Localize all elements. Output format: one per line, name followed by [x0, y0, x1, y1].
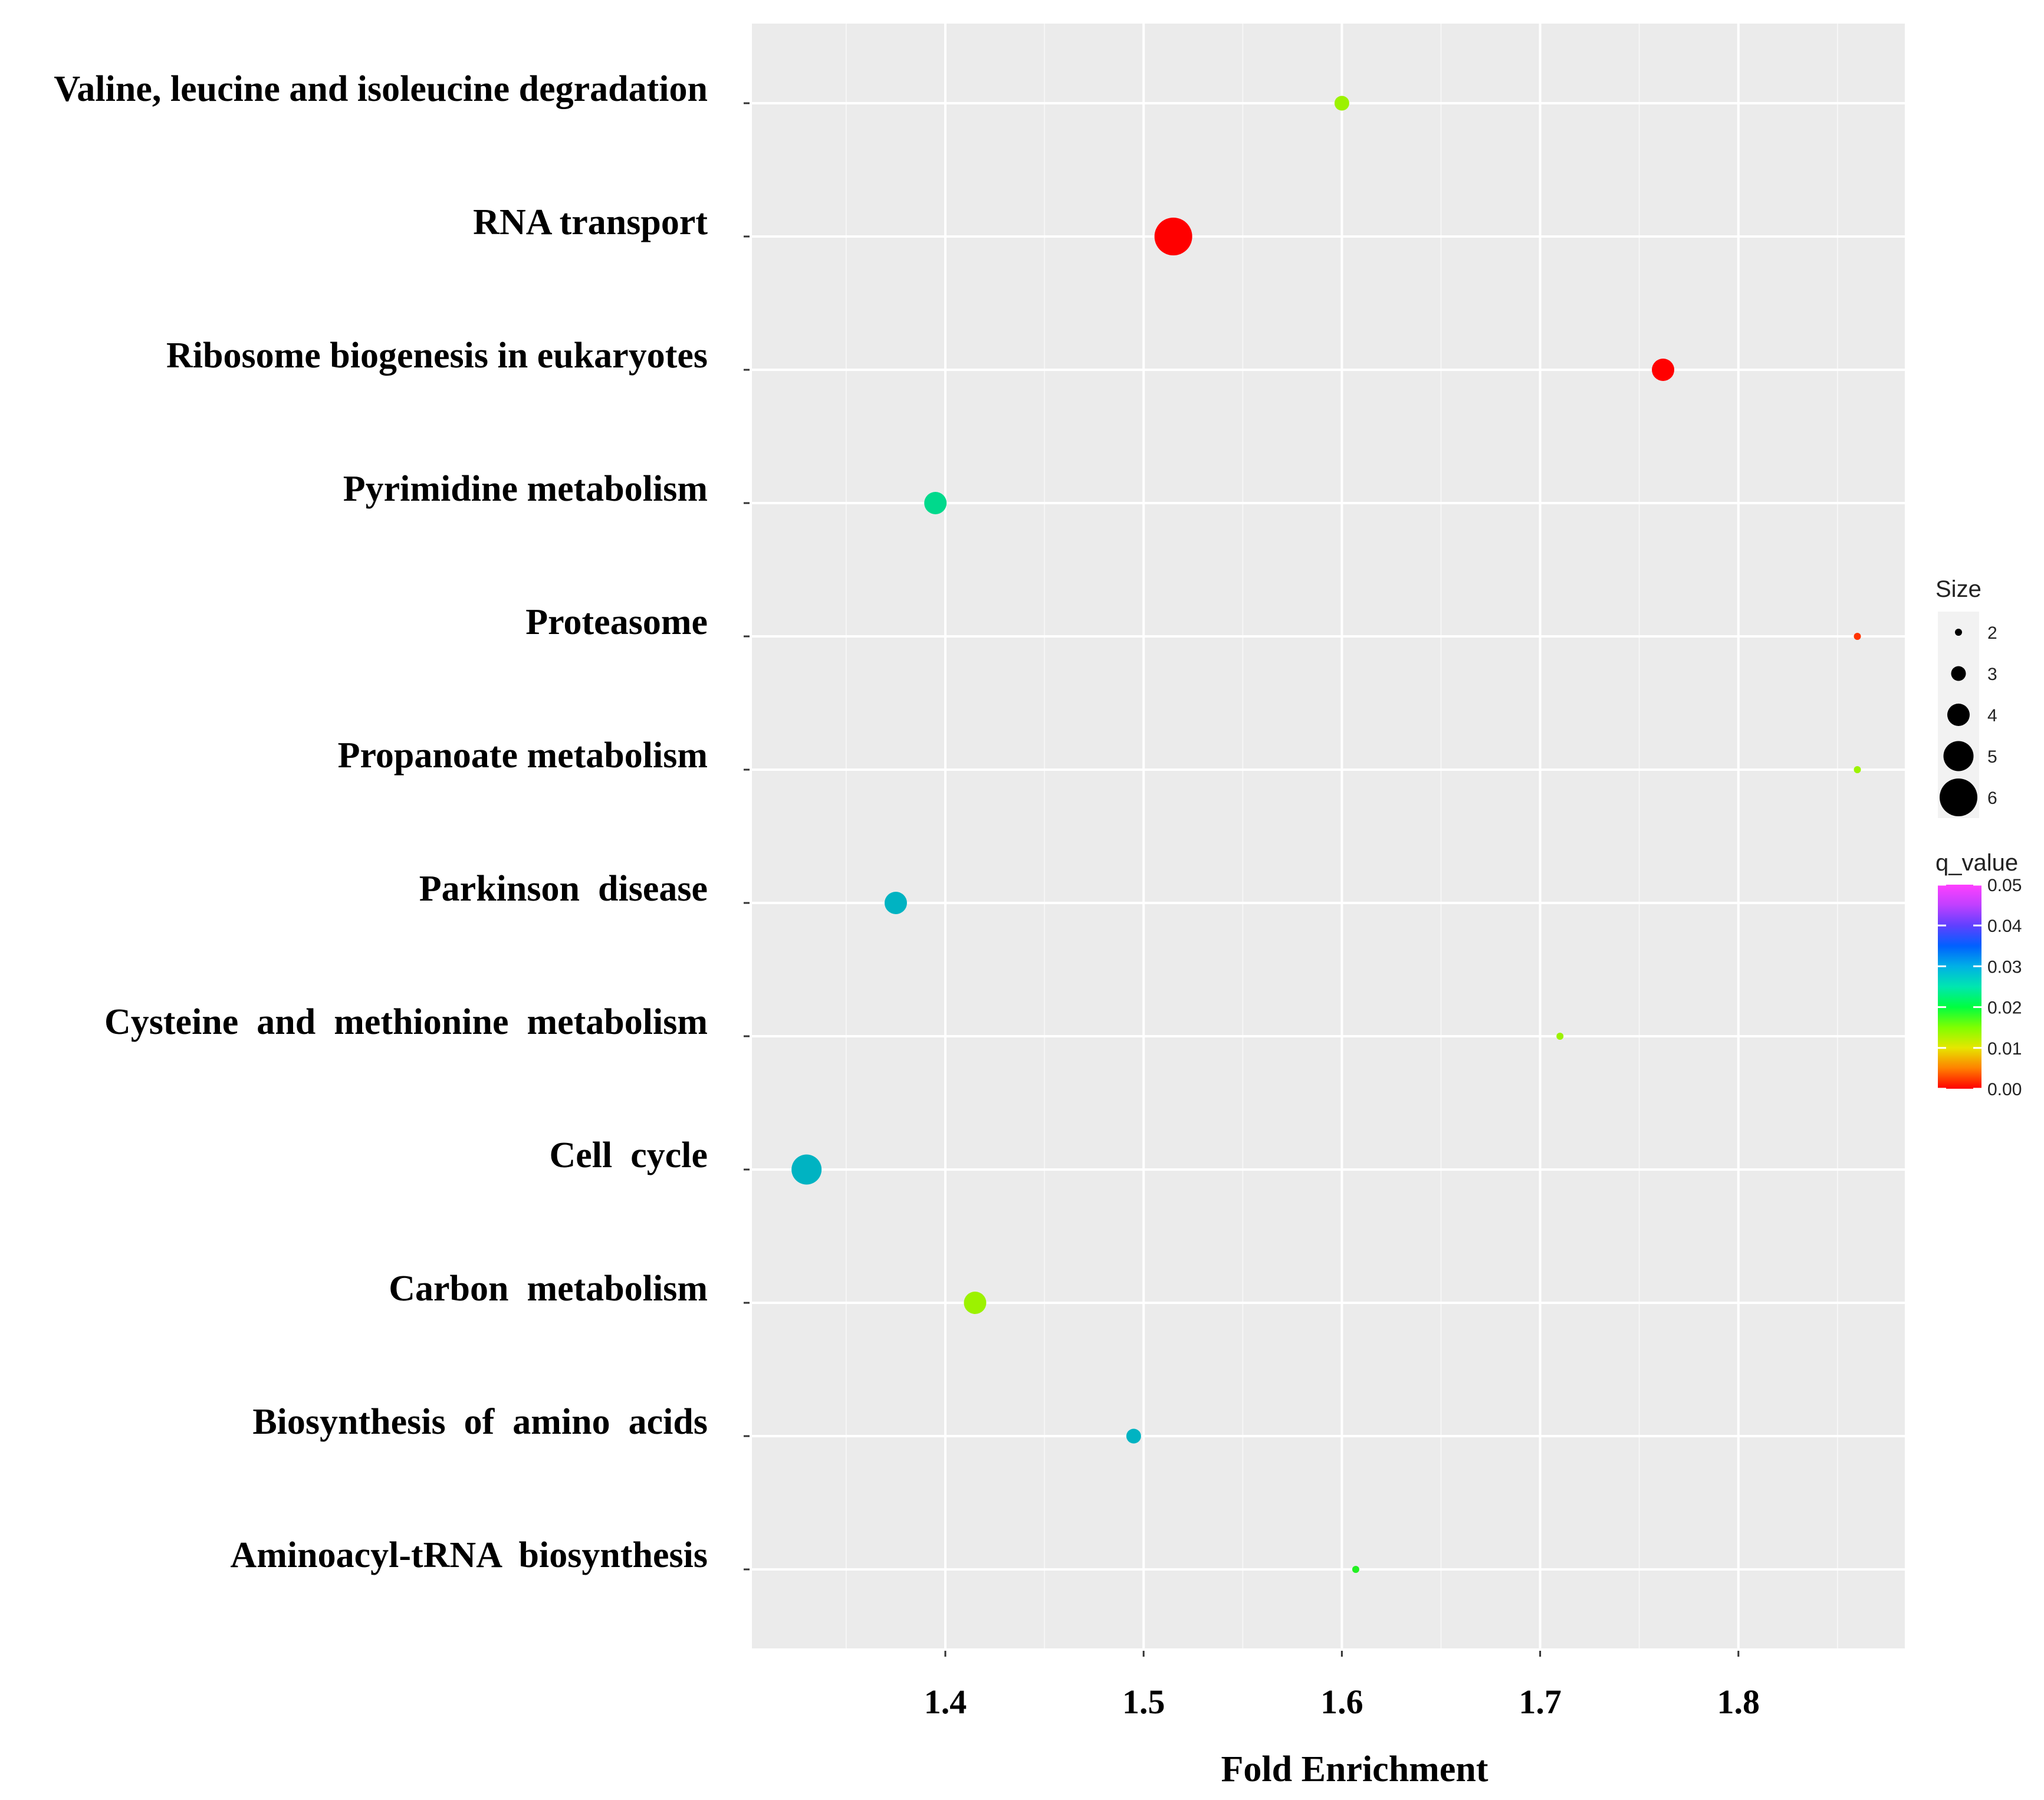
- size-legend-label: 5: [1987, 747, 1997, 767]
- plot-panel: [752, 24, 1905, 1648]
- q-value-colorbar: [1938, 885, 1981, 1089]
- size-legend: Size 2 3 4 5 6: [1935, 576, 1997, 818]
- x-axis: 1.4 1.5 1.6 1.7 1.8: [924, 1651, 1760, 1721]
- q-value-tick-label: 0.00: [1987, 1080, 2022, 1099]
- data-point: [1854, 633, 1861, 640]
- y-tick-label: Biosynthesis of amino acids: [252, 1402, 708, 1442]
- y-tick-label: Propanoate metabolism: [338, 735, 708, 776]
- q-value-tick-label: 0.04: [1987, 917, 2022, 936]
- q-value-tick-label: 0.02: [1987, 998, 2022, 1018]
- data-point: [1556, 1033, 1564, 1040]
- x-axis-title: Fold Enrichment: [1221, 1749, 1488, 1789]
- q-value-legend-title: q_value: [1935, 850, 2018, 876]
- data-point: [964, 1292, 987, 1314]
- y-tick-label: Cysteine and methionine metabolism: [104, 1002, 708, 1042]
- q-value-tick-label: 0.03: [1987, 957, 2022, 977]
- x-tick-label: 1.4: [924, 1683, 967, 1721]
- size-legend-dot: [1940, 779, 1977, 816]
- size-legend-dot: [1955, 629, 1962, 636]
- x-tick-label: 1.5: [1122, 1683, 1165, 1721]
- size-legend-title: Size: [1935, 576, 1981, 602]
- data-point: [1334, 96, 1349, 111]
- y-tick-label: Cell cycle: [549, 1135, 708, 1175]
- size-legend-label: 6: [1987, 789, 1997, 808]
- q-value-legend: q_value 0.05 0.04 0.03 0.02 0.01 0.00: [1935, 850, 2022, 1099]
- x-tick-label: 1.7: [1519, 1683, 1562, 1721]
- data-point: [884, 892, 907, 914]
- data-point: [1126, 1428, 1141, 1444]
- size-legend-dot: [1943, 741, 1974, 771]
- q-value-tick-label: 0.01: [1987, 1039, 2022, 1059]
- y-tick-label: RNA transport: [473, 202, 708, 242]
- x-tick-label: 1.6: [1320, 1683, 1363, 1721]
- size-legend-label: 3: [1987, 665, 1997, 684]
- data-point: [1652, 359, 1675, 381]
- y-tick-label: Valine, leucine and isoleucine degradati…: [54, 69, 708, 109]
- data-point: [1854, 766, 1861, 773]
- data-points: [791, 96, 1861, 1573]
- data-point: [924, 492, 947, 514]
- y-tick-label: Ribosome biogenesis in eukaryotes: [166, 336, 708, 376]
- y-tick-label: Parkinson disease: [419, 869, 708, 909]
- x-tick-label: 1.8: [1717, 1683, 1760, 1721]
- y-tick-label: Carbon metabolism: [389, 1269, 708, 1309]
- data-point: [1352, 1566, 1359, 1573]
- y-tick-label: Pyrimidine metabolism: [343, 469, 708, 509]
- size-legend-label: 4: [1987, 706, 1997, 725]
- y-axis: Valine, leucine and isoleucine degradati…: [54, 69, 750, 1575]
- q-value-tick-label: 0.05: [1987, 876, 2022, 895]
- y-tick-label: Aminoacyl-tRNA biosynthesis: [230, 1535, 708, 1575]
- y-tick-label: Proteasome: [525, 602, 708, 642]
- size-legend-dot: [1951, 666, 1966, 681]
- data-point: [791, 1154, 822, 1185]
- minor-gridlines: [845, 24, 1838, 1648]
- size-legend-label: 2: [1987, 623, 1997, 643]
- size-legend-dot: [1947, 704, 1970, 726]
- major-gridlines: [752, 24, 1905, 1648]
- data-point: [1154, 218, 1192, 255]
